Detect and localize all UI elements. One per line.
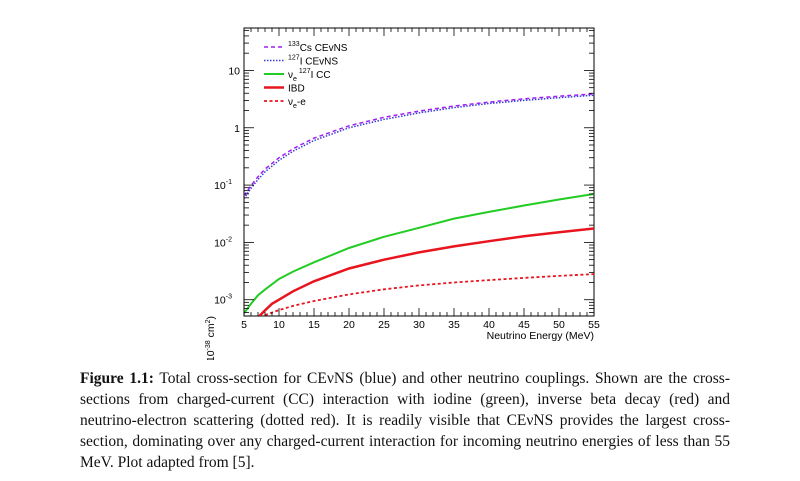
y-tick-base: 10 [214, 237, 226, 249]
series-line-3 [258, 227, 594, 316]
legend-entry-1: 127I CEvNS [288, 55, 338, 68]
x-tick-label: 25 [378, 319, 390, 331]
y-axis-label: Cross-section (10-38 cm2) [205, 316, 217, 360]
y-axis-label-exp: -38 [205, 340, 212, 350]
x-axis-label: Neutrino Energy (MeV) [487, 330, 594, 342]
series-layer [244, 93, 594, 316]
y-tick-exp: -3 [226, 294, 232, 301]
x-tick-label: 40 [483, 319, 495, 331]
x-tick-label: 5 [241, 319, 247, 331]
caption-text: Total cross-section for CEνNS (blue) and… [80, 370, 730, 471]
figure-caption: Figure 1.1: Total cross-section for CEνN… [80, 368, 730, 473]
y-tick-label: 10-1 [214, 179, 232, 192]
y-tick-label: 1 [234, 123, 240, 135]
y-tick-exp: -1 [226, 179, 232, 186]
series-line-1 [244, 94, 594, 200]
x-tick-label: 50 [553, 319, 565, 331]
y-axis-label-unit-exp: 2 [205, 319, 212, 323]
legend-post: -e [297, 97, 306, 108]
legend-sup: 127 [288, 55, 300, 62]
series-line-4 [264, 273, 594, 316]
legend-entry-0: 133Cs CEvNS [288, 41, 348, 54]
legend-sup: 133 [288, 41, 300, 48]
x-tick-label: 45 [518, 319, 530, 331]
y-tick-label: 10-2 [214, 236, 232, 249]
legend-sup2: 127 [299, 68, 311, 75]
y-axis-label-main: Cross-section (10 [205, 350, 217, 360]
y-tick-exp: -2 [226, 236, 232, 243]
caption-label: Figure 1.1: [80, 370, 154, 387]
x-tick-label: 10 [273, 319, 285, 331]
legend-main: Cs CEvNS [300, 43, 348, 54]
y-tick-base: 10 [228, 65, 240, 77]
y-axis-label-close: ) [205, 316, 217, 320]
x-tick-label: 55 [588, 319, 600, 331]
legend-sub: e [293, 76, 297, 83]
legend-entry-3: IBD [288, 84, 305, 95]
legend-main: IBD [288, 84, 305, 95]
legend-main: I CEvNS [300, 57, 339, 68]
legend-post: I CC [311, 70, 331, 81]
x-tick-label: 35 [448, 319, 460, 331]
y-tick-label: 10-3 [214, 294, 232, 307]
series-line-0 [244, 93, 594, 197]
plot-frame [243, 27, 595, 317]
x-tick-label: 15 [308, 319, 320, 331]
legend-entry-4: νe-e [288, 97, 306, 110]
legend-pre: ν [288, 70, 293, 81]
x-tick-label: 20 [343, 319, 355, 331]
legend-sub: e [293, 103, 297, 110]
legend-entry-2: νe127I CC [288, 68, 331, 83]
series-line-2 [244, 193, 594, 314]
y-tick-base: 10 [214, 180, 226, 192]
y-tick-base: 1 [234, 123, 240, 135]
y-axis-label-unit: cm [205, 323, 217, 340]
y-tick-base: 10 [214, 295, 226, 307]
legend-pre: ν [288, 97, 293, 108]
x-tick-label: 30 [413, 319, 425, 331]
y-tick-label: 10 [228, 65, 240, 77]
